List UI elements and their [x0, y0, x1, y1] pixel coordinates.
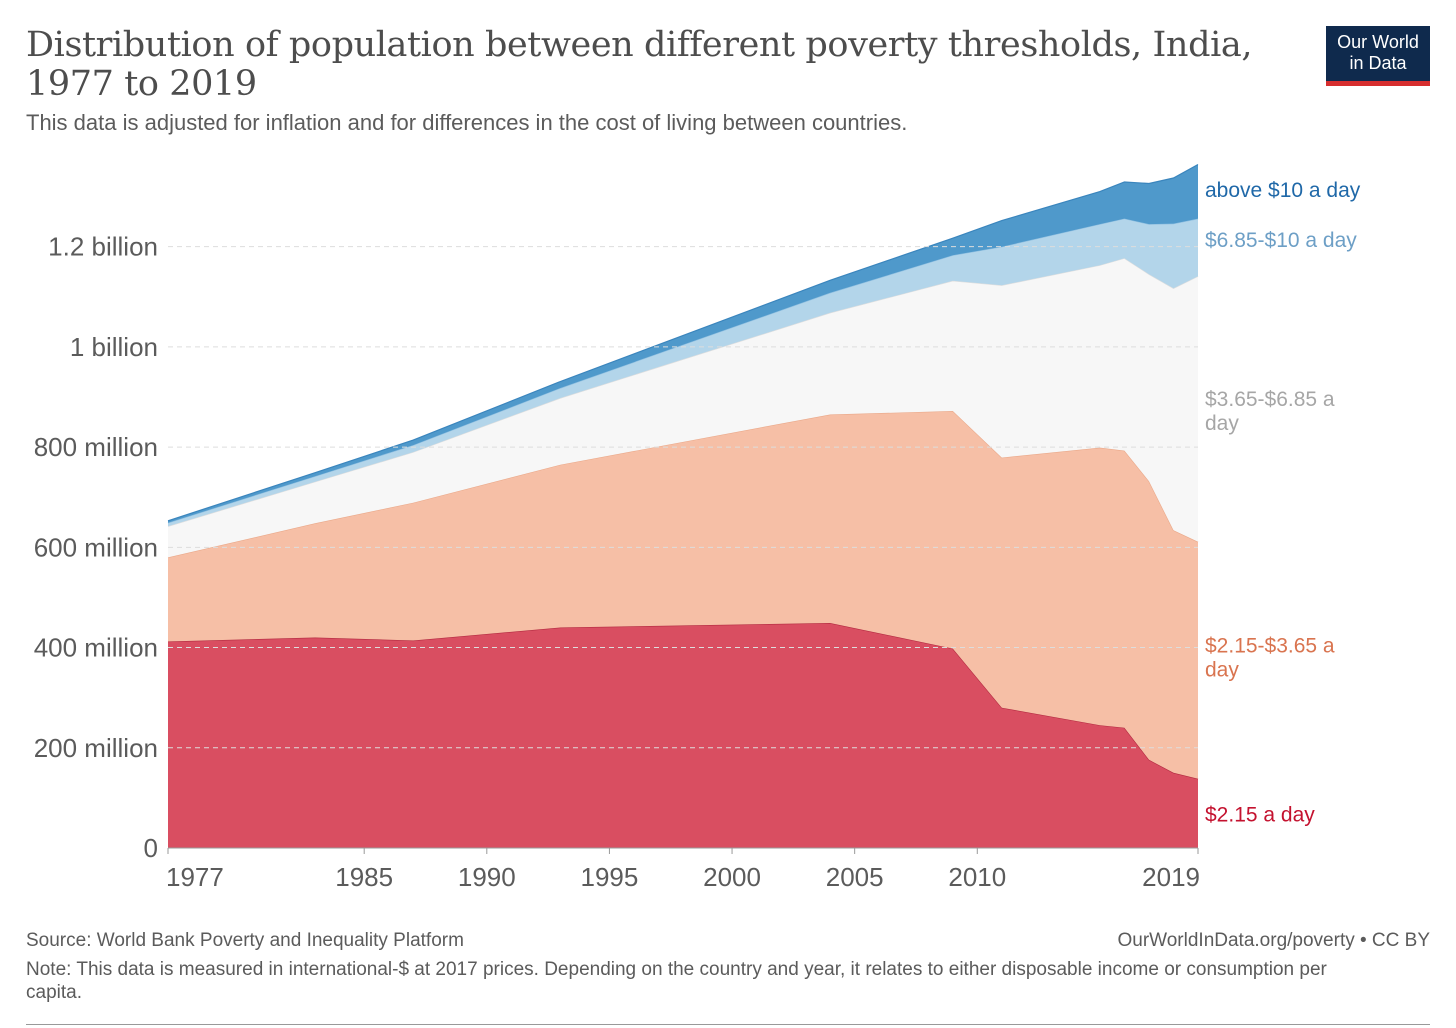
y-tick-label: 0 — [144, 833, 158, 863]
logo-line-2: in Data — [1349, 53, 1407, 73]
owid-logo[interactable]: Our World in Data — [1326, 26, 1430, 86]
source-note: Source: World Bank Poverty and Inequalit… — [26, 930, 464, 951]
legend-label-5: above $10 a day — [1205, 179, 1361, 202]
logo-line-1: Our World — [1337, 32, 1419, 52]
area-edge-5 — [167, 163, 1199, 522]
x-tick-label: 1995 — [581, 862, 639, 892]
legend-label-1: $2.15 a day — [1205, 803, 1315, 826]
y-tick-label: 400 million — [34, 633, 158, 663]
x-tick-label: 1990 — [458, 862, 516, 892]
area-2 — [168, 411, 1198, 779]
chart-title: Distribution of population between diffe… — [26, 25, 1253, 104]
x-tick-label: 2000 — [703, 862, 761, 892]
area-1 — [168, 623, 1198, 848]
y-tick-label: 800 million — [34, 432, 158, 462]
legend-label-2: $2.15-$3.65 a day — [1205, 634, 1335, 681]
area-5 — [168, 164, 1198, 523]
data-note: Note: This data is measured in internati… — [26, 959, 1327, 1003]
credit-link[interactable]: OurWorldInData.org/poverty • CC BY — [1117, 930, 1430, 951]
footer-rule — [26, 1024, 1430, 1025]
stacked-area-chart: 0 200 million 400 million 600 million 800 mi… — [34, 163, 1361, 892]
area-3 — [168, 258, 1198, 558]
x-tick-label: 2005 — [826, 862, 884, 892]
y-tick-label: 1 billion — [70, 332, 158, 362]
legend-label-4: $6.85-$10 a day — [1205, 229, 1357, 252]
x-tick-label: 1985 — [335, 862, 393, 892]
y-tick-label: 600 million — [34, 532, 158, 562]
y-tick-label: 1.2 billion — [48, 232, 158, 262]
legend-label-3: $3.65-$6.85 a day — [1205, 388, 1335, 435]
y-tick-label: 200 million — [34, 733, 158, 763]
x-tick-label: 2010 — [948, 862, 1006, 892]
chart-subtitle: This data is adjusted for inflation and … — [26, 110, 908, 135]
area-4 — [168, 218, 1198, 527]
x-tick-label: 2019 — [1142, 862, 1200, 892]
x-tick-label: 1977 — [166, 862, 224, 892]
